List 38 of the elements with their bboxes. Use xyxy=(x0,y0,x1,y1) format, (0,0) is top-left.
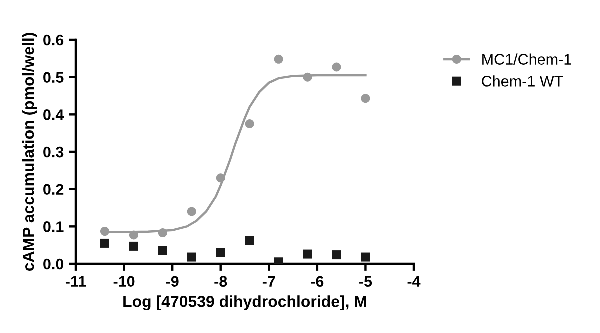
point xyxy=(332,62,342,72)
y-tick-label: 0.4 xyxy=(44,110,64,120)
x-tick-label: -8 xyxy=(214,276,228,288)
point xyxy=(274,54,284,64)
y-tick-label: 0.6 xyxy=(44,34,64,46)
point xyxy=(245,120,254,128)
point xyxy=(216,174,226,183)
point xyxy=(332,250,342,260)
point xyxy=(158,228,168,238)
point xyxy=(245,236,254,246)
point xyxy=(303,72,312,82)
y-axis-title: cAMP accumulation (pmol/well) xyxy=(22,33,38,272)
x-tick-label: -9 xyxy=(166,276,179,288)
x-tick-label: -4 xyxy=(408,276,421,287)
y-tick-label: 0.3 xyxy=(44,146,64,158)
point xyxy=(361,252,370,262)
point xyxy=(129,242,138,251)
x-tick-label: -5 xyxy=(360,276,372,288)
y-tick-label: 0.2 xyxy=(44,184,64,196)
point xyxy=(216,248,226,258)
point xyxy=(100,227,110,236)
y-tick-label: 0.0 xyxy=(44,258,64,270)
y-tick-label: 0.5 xyxy=(44,72,64,84)
legend-label: Chem-1 WT xyxy=(482,76,564,87)
point xyxy=(361,94,370,104)
point xyxy=(100,238,110,248)
x-tick-label: -6 xyxy=(311,276,324,288)
x-tick-label: -11 xyxy=(66,276,86,287)
x-tick-label: -7 xyxy=(262,276,276,287)
point xyxy=(303,250,312,259)
legend-label: MC1/Chem-1 xyxy=(482,54,572,65)
point xyxy=(187,207,196,216)
point xyxy=(158,246,168,256)
point xyxy=(187,252,196,262)
y-tick-label: 0.1 xyxy=(44,222,64,232)
x-axis-title: Log [470539 dihydrochloride], M xyxy=(124,296,366,311)
point xyxy=(129,230,138,240)
x-tick-label: -10 xyxy=(114,276,135,288)
